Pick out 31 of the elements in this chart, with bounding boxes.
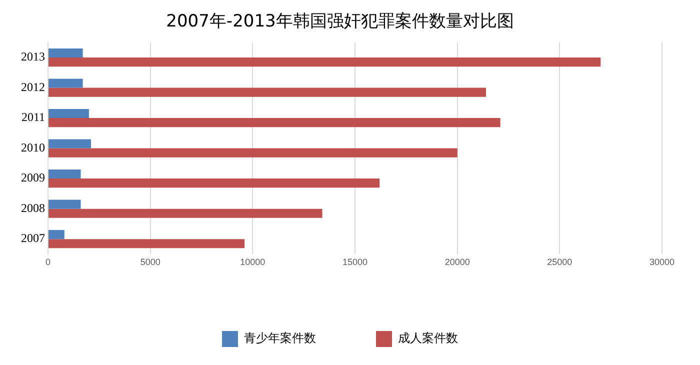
x-tick-label: 10000 (240, 257, 266, 268)
x-tick-label: 25000 (547, 257, 572, 268)
x-tick-label: 5000 (140, 257, 160, 268)
y-tick-label: 2013 (21, 50, 45, 64)
bar (48, 48, 83, 58)
legend-label: 青少年案件数 (244, 331, 316, 346)
x-tick-label: 30000 (649, 257, 675, 268)
y-tick-label: 2007 (21, 231, 45, 246)
bar (48, 230, 64, 240)
legend-label: 成人案件数 (398, 331, 458, 346)
bar (48, 148, 458, 158)
bar (48, 208, 322, 218)
y-tick-label: 2011 (21, 110, 45, 124)
bar (48, 139, 91, 148)
y-tick-label: 2010 (21, 140, 45, 154)
x-tick-label: 20000 (444, 257, 470, 268)
x-tick-label: 0 (45, 257, 51, 268)
bar (48, 118, 500, 128)
bar (48, 108, 89, 118)
bar (48, 200, 81, 209)
bar (48, 178, 380, 188)
bar (48, 58, 601, 67)
bar (48, 88, 486, 97)
chart-title: 2007年-2013年韩国强奸犯罪案件数量对比图 (166, 12, 514, 32)
bar (48, 239, 244, 248)
x-tick-label: 15000 (342, 257, 368, 268)
y-tick-label: 2012 (21, 80, 45, 94)
bar (48, 169, 81, 179)
y-tick-label: 2009 (21, 170, 45, 185)
y-tick-label: 2008 (21, 200, 45, 215)
bar (48, 78, 83, 88)
